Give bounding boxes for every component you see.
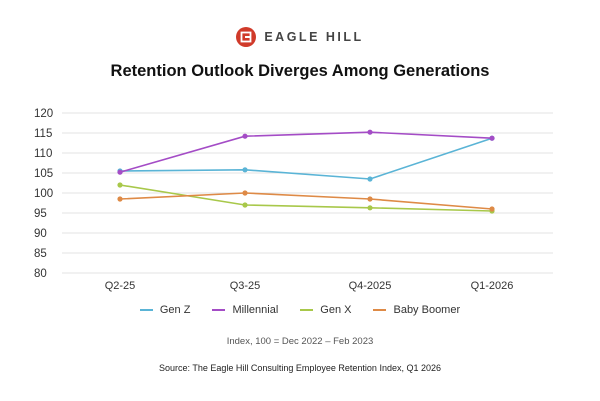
y-tick-label-120: 120 xyxy=(34,108,53,120)
point-baby-boomer-q1-2026 xyxy=(489,206,495,212)
x-tick-label-q1-2026: Q1-2026 xyxy=(471,280,514,292)
legend-item-millennial: Millennial xyxy=(212,304,278,316)
series-lines xyxy=(117,129,495,214)
legend-swatch-gen-x xyxy=(300,309,314,311)
legend-label-baby-boomer: Baby Boomer xyxy=(393,304,461,316)
point-baby-boomer-q4-2025 xyxy=(367,196,373,202)
legend-item-gen-x: Gen X xyxy=(300,304,351,316)
point-baby-boomer-q3-25 xyxy=(242,190,248,196)
legend-label-millennial: Millennial xyxy=(232,304,279,316)
source-note: Source: The Eagle Hill Consulting Employ… xyxy=(158,363,441,373)
y-tick-label-115: 115 xyxy=(34,128,52,140)
point-millennial-q2-25 xyxy=(117,169,123,175)
legend-label-gen-z: Gen Z xyxy=(159,304,191,316)
legend-swatch-gen-z xyxy=(139,309,153,311)
point-baby-boomer-q2-25 xyxy=(117,196,123,202)
point-millennial-q4-2025 xyxy=(367,129,373,135)
brand: EAGLE HILL xyxy=(0,26,600,48)
point-gen-x-q2-25 xyxy=(117,182,123,188)
y-axis-ticks: 80 85 90 95 100 105 110 115 120 xyxy=(34,108,53,280)
legend-swatch-millennial xyxy=(212,309,226,311)
series-line-gen-z xyxy=(119,137,493,180)
x-tick-label-q2-25: Q2-25 xyxy=(105,280,136,292)
legend-item-gen-z: Gen Z xyxy=(139,304,191,316)
legend: Gen Z Millennial Gen X Baby Boomer xyxy=(0,304,600,316)
point-millennial-q3-25 xyxy=(242,133,248,139)
legend-swatch-baby-boomer xyxy=(373,309,387,311)
point-gen-x-q4-2025 xyxy=(367,205,373,211)
y-tick-label-95: 95 xyxy=(34,208,47,220)
line-chart: 80 85 90 95 100 105 110 115 120 Q2-25 Q3-25 Q4-202… xyxy=(34,108,553,292)
brand-name: EAGLE HILL xyxy=(264,30,364,44)
point-gen-x-q3-25 xyxy=(242,202,248,208)
index-note: Index, 100 = Dec 2022 – Feb 2023 xyxy=(226,336,374,347)
y-tick-label-110: 110 xyxy=(34,148,52,160)
point-millennial-q1-2026 xyxy=(489,135,495,141)
series-line-gen-x xyxy=(119,184,493,212)
legend-item-baby-boomer: Baby Boomer xyxy=(373,304,460,316)
grid xyxy=(62,112,553,274)
y-tick-label-105: 105 xyxy=(34,168,53,180)
chart-title: Retention Outlook Diverges Among Generat… xyxy=(110,62,490,80)
x-tick-label-q4-2025: Q4-2025 xyxy=(349,280,392,292)
series-line-baby-boomer xyxy=(119,192,493,210)
y-tick-label-90: 90 xyxy=(34,228,47,240)
point-gen-z-q3-25 xyxy=(242,167,248,173)
y-tick-label-100: 100 xyxy=(34,188,53,200)
series-line-millennial xyxy=(119,131,493,173)
eagle-hill-logo-icon xyxy=(236,27,257,47)
y-tick-label-85: 85 xyxy=(34,248,47,260)
point-gen-z-q4-2025 xyxy=(367,176,373,182)
y-tick-label-80: 80 xyxy=(34,268,47,280)
legend-label-gen-x: Gen X xyxy=(320,304,352,316)
x-tick-label-q3-25: Q3-25 xyxy=(230,280,261,292)
x-axis-ticks: Q2-25 Q3-25 Q4-2025 Q1-2026 xyxy=(105,280,514,292)
